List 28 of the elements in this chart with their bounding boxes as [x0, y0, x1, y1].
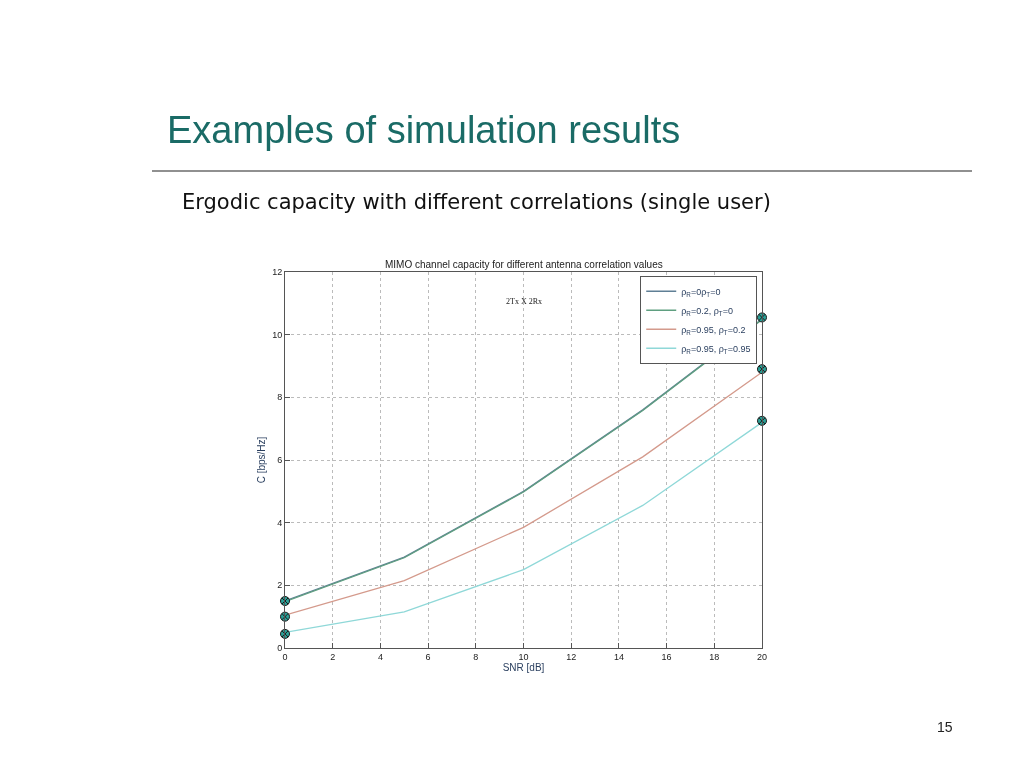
y-tick-label: 8	[277, 392, 283, 403]
legend-label: ρ$_{R}$=0.95, ρ$_{T}$=0.2	[681, 324, 746, 336]
annotation: 2Tx X 2Rx	[506, 297, 542, 306]
chart-subtitle: Ergodic capacity with different correlations (single user)	[182, 190, 771, 214]
x-tick-label: 8	[473, 651, 479, 662]
x-tick-label: 14	[613, 651, 624, 662]
text: 15	[937, 719, 953, 735]
x-tick-label: 16	[661, 651, 672, 662]
x-tick-label: 2	[330, 651, 336, 662]
x-axis-title: SNR [dB]	[502, 661, 545, 673]
x-tick-label: 18	[709, 651, 720, 662]
x-tick-label: 20	[756, 651, 768, 662]
x-tick-label: 4	[377, 651, 383, 662]
y-tick-label: 10	[272, 329, 283, 340]
legend-label: ρ$_{R}$=0.95, ρ$_{T}$=0.95	[681, 343, 751, 355]
x-tick-label: 10	[518, 651, 529, 662]
y-axis-title: C [bps/Hz]	[256, 436, 268, 484]
text: MIMO channel capacity for different antenna correlation values	[385, 259, 663, 270]
y-tick-label: 12	[272, 267, 283, 278]
y-tick-label: 0	[277, 643, 283, 654]
y-tick-label: 2	[277, 580, 283, 591]
legend-label: ρ$_{R}$=0.2, ρ$_{T}$=0	[681, 305, 733, 317]
x-tick-label: 12	[566, 651, 577, 662]
y-tick-label: 4	[277, 517, 283, 528]
x-tick-label: 6	[425, 651, 431, 662]
y-tick-label: 6	[277, 455, 283, 466]
chart-title: Examples of simulation results	[167, 109, 681, 151]
legend-label: ρ$_{R}$=0ρ$_{T}$=0	[681, 286, 721, 298]
